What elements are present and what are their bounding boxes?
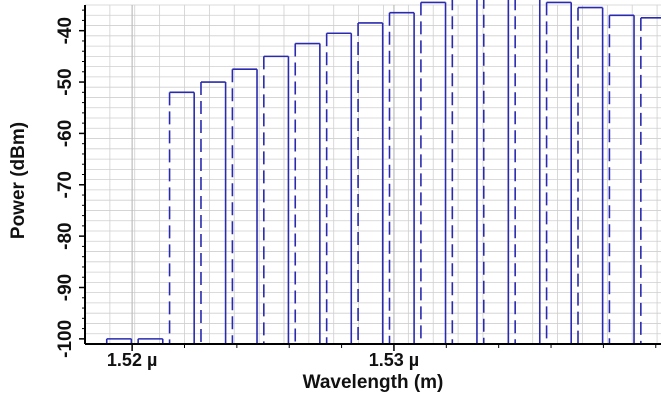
spectrum-bar — [263, 55, 290, 343]
spectrum-bar — [640, 17, 661, 343]
spectrum-bar — [105, 338, 133, 343]
spectrum-bar — [168, 91, 195, 343]
spectrum-bar — [137, 338, 164, 343]
y-tick-label: -90 — [55, 274, 76, 301]
spectrum-bar — [325, 32, 353, 343]
x-axis-title: Wavelength (m) — [303, 372, 444, 393]
spectrum-bar — [577, 6, 604, 343]
spectrum-bar — [231, 68, 258, 343]
y-tick-label: -70 — [55, 171, 76, 198]
spectrum-bar — [608, 14, 635, 343]
x-tick-label: 1.52 µ — [107, 350, 157, 370]
grid — [84, 4, 661, 345]
axes — [79, 5, 661, 351]
y-tick-label: -100 — [55, 320, 76, 358]
spectrum-bar — [451, 0, 478, 343]
spectrum-bar — [357, 22, 384, 343]
spectrum-bar — [388, 11, 415, 343]
y-axis-title: Power (dBm) — [8, 122, 29, 239]
spectrum-bar — [294, 42, 321, 343]
y-tick-label: -60 — [55, 120, 76, 147]
y-tick-label: -80 — [55, 222, 76, 249]
spectrum-bar — [545, 1, 572, 343]
y-tick-label: -50 — [55, 68, 76, 95]
spectrum-bar — [200, 81, 227, 343]
tick-labels: -40 -50 -60 -70 -80 -90 -100 1.52 µ 1.53 µ — [55, 17, 419, 370]
y-tick-label: -40 — [55, 17, 76, 44]
spectrum-bar — [482, 0, 510, 343]
spectrum-bar — [420, 1, 447, 343]
bars — [105, 0, 661, 343]
spectrum-bar — [514, 0, 541, 343]
x-tick-label: 1.53 µ — [369, 350, 419, 370]
